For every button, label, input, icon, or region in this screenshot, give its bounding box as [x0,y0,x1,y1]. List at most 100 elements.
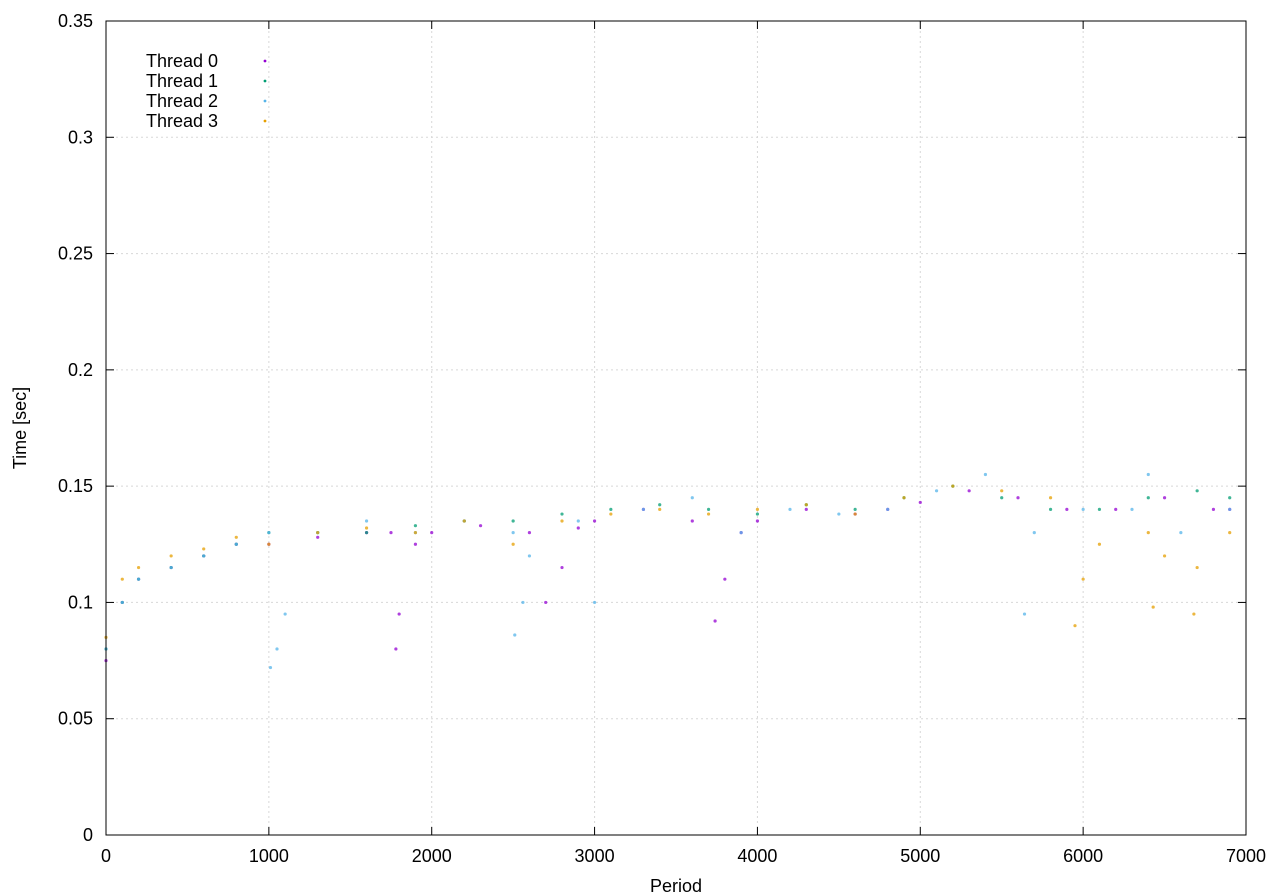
x-tick-label: 0 [101,846,111,866]
data-point [690,496,694,500]
data-point [755,519,760,523]
data-point [462,519,466,523]
data-point [592,600,597,605]
data-point [268,665,273,670]
plot-frame [105,20,1247,836]
data-point [1179,531,1183,535]
data-point [413,524,418,528]
data-point [1195,565,1199,570]
data-point [713,619,717,623]
series-2 [104,472,1232,670]
data-point [1192,612,1196,616]
data-point [706,507,711,511]
data-point [527,554,532,558]
legend-marker [263,119,267,123]
data-point [755,512,760,516]
legend-label: Thread 3 [146,111,218,131]
data-point [706,512,711,516]
data-point [511,531,515,535]
x-tick-labels: 0 1000 2000 3000 4000 5000 6000 7000 [101,846,1266,866]
data-point [1130,507,1134,511]
data-point [283,612,287,616]
y-tick-label: 0.25 [58,244,93,264]
data-point [853,507,857,511]
data-point [364,526,369,530]
data-point [1097,542,1102,546]
data-point [658,507,662,511]
data-point [234,542,238,546]
data-point [1162,496,1167,500]
data-point [275,647,279,651]
data-point [316,531,320,535]
data-point [788,507,792,511]
series-3 [104,484,1232,639]
y-tick-label: 0.15 [58,476,93,496]
y-tick-label: 0.3 [68,127,93,147]
legend-label: Thread 0 [146,51,218,71]
data-point [1073,624,1077,628]
data-point [886,507,890,511]
data-point [560,519,564,523]
legend-marker [263,99,267,103]
data-point [136,577,141,581]
data-point [576,519,580,523]
legend-label: Thread 2 [146,91,218,111]
data-point [1114,507,1118,511]
data-point [267,531,271,535]
x-tick-label: 4000 [737,846,777,866]
data-point [364,531,369,535]
y-tick-label: 0.05 [58,709,93,729]
data-point [234,535,238,539]
data-point [1228,496,1232,500]
data-point [560,512,564,516]
data-point [609,507,613,511]
x-tick-label: 2000 [412,846,452,866]
data-point [902,496,906,500]
data-point [1081,577,1085,581]
data-point [1000,489,1004,493]
y-tick-label: 0 [83,825,93,845]
data-point [202,554,206,558]
y-axis-label: Time [sec] [10,387,30,469]
legend-marker [263,59,267,63]
data-point [1022,612,1027,616]
x-tick-label: 5000 [900,846,940,866]
data-point [804,503,808,507]
x-tick-label: 1000 [249,846,289,866]
y-tick-label: 0.35 [58,11,93,31]
x-axis-label: Period [650,876,702,896]
data-point [1048,496,1053,500]
data-point [120,577,124,581]
legend-marker [263,79,267,83]
data-point [397,612,401,616]
y-tick-label: 0.1 [68,592,93,612]
data-point [413,531,418,535]
x-tick-label: 7000 [1226,846,1266,866]
data-point [592,519,597,523]
data-point [511,519,515,523]
series-0 [104,489,1232,663]
data-point [560,565,564,570]
data-point [918,500,922,505]
data-point [1228,507,1232,511]
data-point [1151,605,1155,609]
data-point [1081,507,1085,511]
data-point [951,484,955,488]
data-point [169,554,173,558]
data-point [364,519,369,523]
data-point [658,503,662,507]
data-point [202,547,206,551]
data-point [267,542,271,546]
data-point [394,647,398,651]
data-point [804,507,808,511]
data-point [1195,489,1199,493]
series-1 [104,484,1232,651]
data-point [316,535,320,539]
data-point [1162,554,1167,558]
data-points [104,472,1232,670]
y-tick-labels: 0 0.05 0.1 0.15 0.2 0.25 0.3 0.35 [58,11,93,845]
grid [106,21,1246,835]
data-point [1211,507,1216,511]
data-point [521,600,525,605]
